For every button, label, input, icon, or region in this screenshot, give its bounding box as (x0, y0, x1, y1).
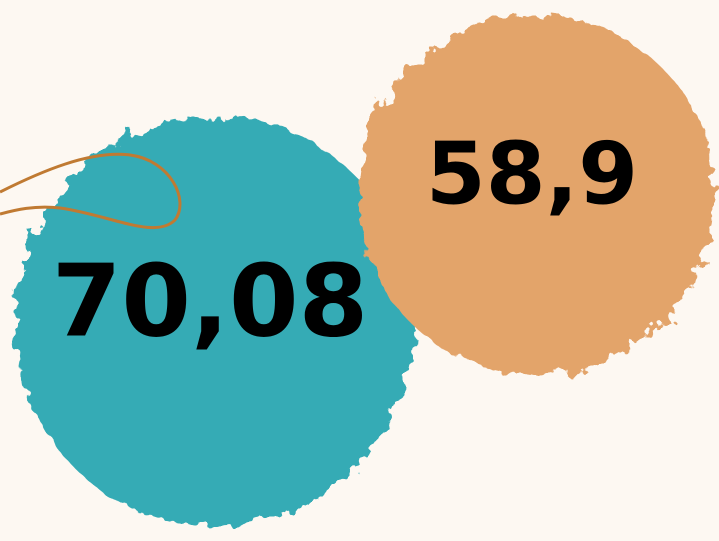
graphic: 70,08 58,9 (0, 0, 719, 541)
stat-value: 58,9 (426, 124, 638, 224)
page: 70,08 58,9 (() => { const data = JSON.pa… (0, 0, 719, 541)
stat-value: 70,08 (52, 242, 368, 359)
